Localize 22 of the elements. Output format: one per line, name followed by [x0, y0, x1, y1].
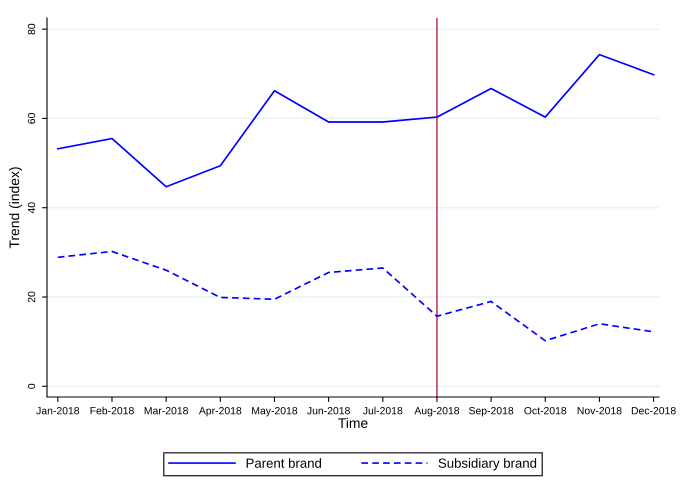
- x-tick-label: Mar-2018: [144, 406, 188, 414]
- x-tick-label: Nov-2018: [578, 406, 622, 414]
- y-tick-label: 40: [28, 202, 36, 214]
- y-tick-label: 20: [28, 292, 36, 302]
- x-tick-label: Feb-2018: [90, 406, 134, 414]
- y-tick-label: 0: [28, 384, 36, 389]
- x-axis-title: Time: [338, 418, 368, 428]
- legend-label: Subsidiary brand: [438, 458, 536, 470]
- x-tick-label: Sep-2018: [468, 406, 514, 416]
- legend-label: Parent brand: [246, 458, 321, 468]
- x-tick-label: Apr-2018: [198, 406, 242, 416]
- y-tick-label: 60: [28, 113, 36, 124]
- y-tick-label: 80: [28, 24, 36, 34]
- x-tick-label: Oct-2018: [524, 406, 566, 414]
- x-tick-label: Jul-2018: [362, 406, 402, 414]
- line-series: [56, 54, 654, 188]
- x-tick-label: Jun-2018: [307, 406, 350, 414]
- x-tick-label: Jan-2018: [36, 406, 80, 414]
- x-tick-label: Dec-2018: [632, 406, 676, 414]
- x-tick-label: Aug-2018: [414, 406, 460, 416]
- x-tick-label: May-2018: [252, 406, 298, 416]
- y-axis-title: Trend (index): [9, 167, 22, 248]
